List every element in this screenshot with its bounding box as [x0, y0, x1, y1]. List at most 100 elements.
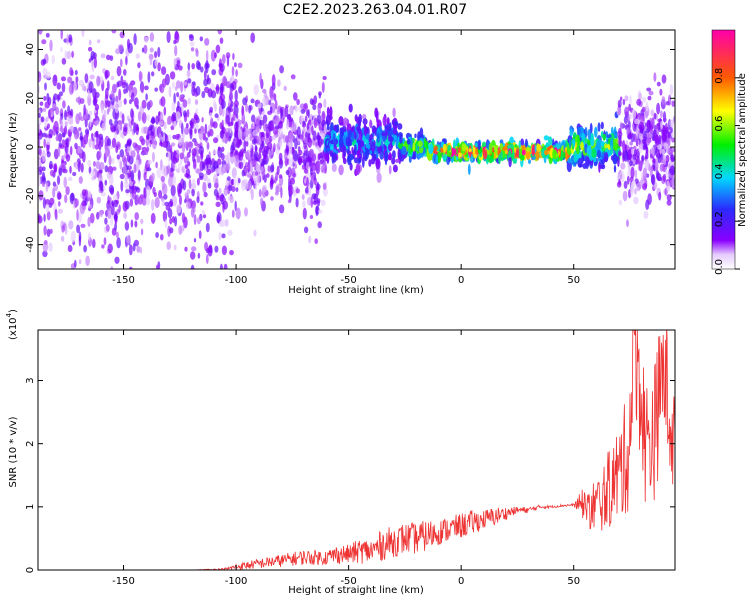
spectrogram-cell — [165, 140, 171, 152]
spectrogram-cell — [238, 86, 243, 94]
spectrogram-cell — [661, 148, 665, 155]
spectrogram-cell — [258, 189, 262, 198]
spectrogram-cell — [114, 130, 117, 139]
spectrogram-cell — [401, 146, 407, 156]
spectrogram-cell — [245, 141, 249, 147]
spectrogram-cell — [99, 161, 105, 171]
spectrogram-cell — [255, 99, 261, 105]
spectrogram-cell — [65, 186, 70, 196]
spectrogram-cell — [202, 133, 206, 141]
spectrogram-cell — [488, 142, 493, 155]
spectrogram-cell — [43, 225, 47, 236]
spectrogram-cell — [55, 213, 58, 221]
spectrogram-cell — [205, 50, 209, 62]
spectrogram-cell — [149, 32, 155, 42]
spectrogram-cell — [284, 152, 288, 161]
spectrogram-cell — [88, 138, 92, 148]
spectrogram-cell — [162, 183, 168, 196]
spectrogram-cell — [504, 149, 508, 155]
spectrogram-cell — [289, 105, 294, 116]
spectrogram-cell — [580, 141, 584, 151]
spectrogram-cell — [247, 179, 252, 191]
spectrogram-cell — [85, 255, 90, 267]
colorbar-tick-label: 0.8 — [714, 68, 725, 84]
spectrogram-cell — [48, 242, 53, 252]
spectrogram-cell — [397, 123, 403, 130]
spectrogram-cell — [262, 114, 268, 124]
spectrogram-cell — [94, 92, 100, 98]
spectrogram-cell — [134, 186, 139, 191]
spectrogram-cell — [576, 145, 580, 155]
spectrogram-cell — [56, 93, 60, 102]
spectrogram-cell — [250, 148, 254, 157]
spectrogram-cell — [260, 133, 265, 138]
spectrogram-cell — [213, 182, 219, 189]
spectrogram-cell — [78, 127, 82, 132]
spectrogram-cell — [306, 177, 309, 189]
spectrogram-cell — [282, 107, 286, 119]
spectrogram-cell — [375, 150, 379, 159]
spectrogram-cell — [64, 50, 68, 60]
spectrogram-cell — [89, 212, 95, 224]
spectrogram-cell — [130, 170, 135, 182]
spectrogram-cell — [146, 185, 151, 198]
snr-frame — [37, 329, 676, 571]
spectrogram-cell — [43, 138, 46, 148]
spectrogram-cell — [170, 184, 176, 197]
spectrogram-cell — [322, 161, 327, 169]
spectrogram-cell — [531, 145, 535, 157]
spectrogram-cell — [255, 118, 261, 127]
spectrogram-cell — [278, 152, 283, 162]
spectrogram-cell — [98, 139, 102, 151]
spectrogram-cell — [128, 118, 131, 123]
spectrogram-cell — [332, 152, 337, 163]
spectrogram-cell — [52, 124, 57, 136]
spectrogram-cell — [218, 220, 224, 227]
spectrogram-cell — [391, 157, 396, 165]
spectrogram-cell — [130, 108, 134, 119]
spectrogram-cell — [62, 168, 68, 174]
spectrogram-cell — [130, 150, 136, 158]
spectrogram-cell — [117, 80, 122, 87]
spectrogram-cell — [276, 165, 280, 176]
spectrogram-cell — [338, 116, 344, 126]
spectrogram-cell — [508, 156, 512, 168]
spectrogram-cell — [163, 106, 167, 116]
spectrogram-cell — [308, 235, 312, 244]
spectrogram-cell — [147, 282, 152, 287]
spectrogram-cell — [61, 57, 67, 65]
spectrogram-cell — [189, 41, 195, 47]
spectrogram-cell — [93, 161, 96, 167]
spectrogram-cell — [349, 162, 353, 171]
spectrogram-cell — [636, 98, 642, 106]
spectrogram-cell — [356, 126, 360, 132]
spectrogram-cell — [215, 201, 221, 207]
spectrogram-cell — [356, 150, 361, 159]
spectrogram-cell — [38, 213, 41, 223]
spectrogram-cell — [140, 83, 145, 94]
spectrogram-cell — [187, 62, 191, 71]
spectrogram-cell — [83, 104, 86, 116]
spectrogram-cell — [194, 114, 199, 121]
spectrogram-cell — [254, 146, 258, 152]
spectrogram-cell — [222, 163, 226, 174]
spectrogram-cell — [135, 20, 139, 28]
spectrogram-cell — [132, 142, 138, 149]
spectrogram-cell — [105, 87, 109, 100]
colorbar-tick-label: 0.2 — [714, 211, 725, 227]
spectrogram-cell — [624, 106, 630, 116]
spectrogram-cell — [307, 137, 313, 148]
spectrogram-cell — [223, 263, 228, 269]
spectrogram-cell — [184, 172, 190, 178]
spectrogram-cell — [162, 141, 167, 148]
spectrogram-cell — [115, 199, 119, 205]
spectrogram-cell — [69, 165, 72, 174]
spectrogram-cell — [170, 142, 176, 147]
spectrogram-cell — [303, 102, 308, 110]
spectrogram-cell — [222, 200, 228, 210]
spectrogram-cell — [198, 130, 204, 140]
spectrogram-cell — [90, 55, 94, 61]
x-tick-label: 0 — [458, 275, 464, 286]
spectrogram-cell — [181, 212, 186, 224]
